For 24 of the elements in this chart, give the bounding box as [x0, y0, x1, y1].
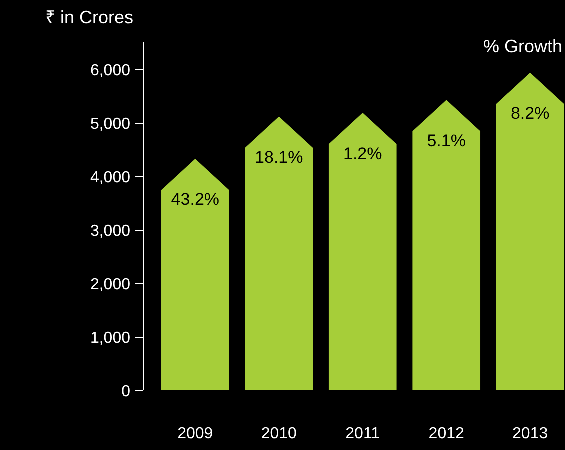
bar	[162, 158, 230, 390]
annotation: % Growth	[483, 36, 563, 56]
x-tick-label: 2011	[346, 426, 380, 442]
y-tick-label: 6,000	[90, 62, 131, 80]
y-tick-label: 4,000	[90, 170, 131, 187]
y-tick-label: 5,000	[90, 116, 131, 134]
bar	[496, 72, 564, 390]
y-tick-label: 0	[122, 384, 131, 400]
y-axis-title: ₹ in Crores	[46, 8, 134, 28]
annotation: 5.1%	[427, 131, 466, 150]
y-tick-label: 2,000	[90, 276, 131, 294]
x-tick-label: 2009	[178, 426, 214, 442]
y-tick-label: 1,000	[90, 330, 131, 348]
annotation: 1.2%	[344, 144, 382, 164]
annotation: 18.1%	[255, 148, 304, 167]
x-tick-label: 2013	[512, 426, 548, 442]
annotation: 8.2%	[510, 104, 550, 124]
x-tick-label: 2012	[428, 426, 464, 442]
x-tick-label: 2010	[261, 426, 298, 442]
annotation: 43.2%	[171, 190, 220, 210]
bar	[245, 116, 314, 390]
bar	[412, 100, 481, 390]
bar	[328, 112, 397, 390]
y-tick-label: 3,000	[90, 223, 131, 240]
